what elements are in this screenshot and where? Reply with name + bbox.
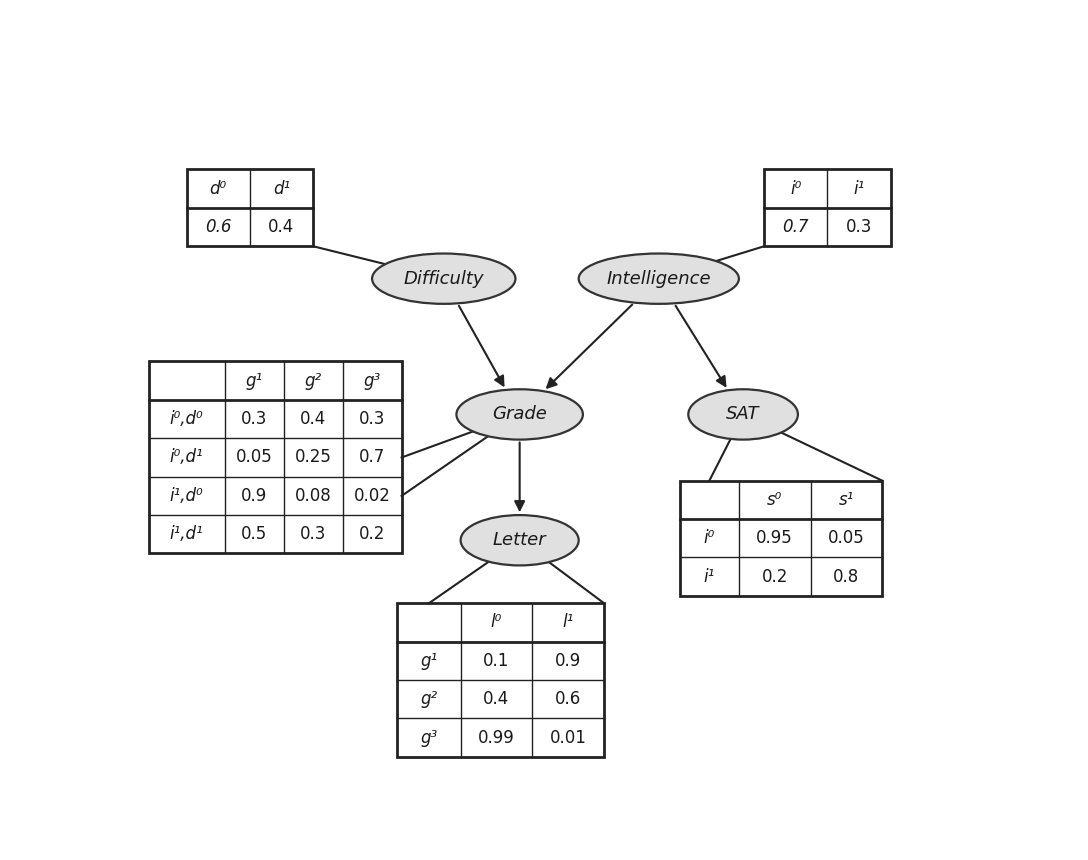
Text: g³: g³	[420, 728, 437, 746]
Text: Letter: Letter	[493, 531, 546, 550]
Text: l⁰: l⁰	[491, 613, 502, 631]
Text: i¹: i¹	[853, 180, 865, 198]
Ellipse shape	[456, 390, 583, 439]
Text: 0.02: 0.02	[354, 487, 391, 505]
Bar	[187, 169, 313, 246]
Text: i⁰,d⁰: i⁰,d⁰	[170, 410, 203, 428]
Text: 0.9: 0.9	[240, 487, 268, 505]
Text: 0.6: 0.6	[205, 218, 232, 236]
Text: Intelligence: Intelligence	[606, 270, 712, 288]
Text: 0.3: 0.3	[240, 410, 268, 428]
Text: s¹: s¹	[839, 491, 854, 509]
Text: 0.3: 0.3	[845, 218, 873, 236]
Text: i⁰: i⁰	[704, 529, 715, 547]
Ellipse shape	[372, 254, 516, 304]
Text: SAT: SAT	[727, 405, 759, 423]
Text: i¹: i¹	[704, 568, 715, 586]
Text: d¹: d¹	[273, 180, 290, 198]
Ellipse shape	[579, 254, 739, 304]
Text: g²: g²	[305, 372, 322, 390]
Text: d⁰: d⁰	[210, 180, 226, 198]
Text: g¹: g¹	[246, 372, 262, 390]
Text: 0.99: 0.99	[478, 728, 515, 746]
Bar	[680, 481, 882, 596]
Text: i⁰,d¹: i⁰,d¹	[170, 448, 203, 466]
Text: 0.7: 0.7	[359, 448, 385, 466]
Text: 0.1: 0.1	[483, 652, 509, 670]
Text: 0.4: 0.4	[300, 410, 326, 428]
Text: 0.95: 0.95	[756, 529, 793, 547]
Text: 0.6: 0.6	[555, 691, 581, 708]
Text: 0.5: 0.5	[240, 525, 268, 544]
Text: 0.01: 0.01	[549, 728, 586, 746]
Text: 0.05: 0.05	[828, 529, 865, 547]
Bar	[149, 361, 401, 554]
Text: 0.2: 0.2	[762, 568, 788, 586]
Text: 0.3: 0.3	[359, 410, 385, 428]
Text: i¹,d¹: i¹,d¹	[170, 525, 203, 544]
Text: 0.08: 0.08	[295, 487, 332, 505]
Text: 0.4: 0.4	[483, 691, 509, 708]
Text: 0.8: 0.8	[833, 568, 860, 586]
Text: g³: g³	[363, 372, 381, 390]
Text: 0.2: 0.2	[359, 525, 385, 544]
Ellipse shape	[460, 515, 579, 565]
Text: Difficulty: Difficulty	[404, 270, 484, 288]
Bar	[764, 169, 891, 246]
Bar	[397, 603, 604, 757]
Text: g²: g²	[420, 691, 437, 708]
Text: 0.7: 0.7	[782, 218, 809, 236]
Text: 0.9: 0.9	[555, 652, 581, 670]
Text: 0.05: 0.05	[236, 448, 272, 466]
Text: s⁰: s⁰	[767, 491, 782, 509]
Text: Grade: Grade	[492, 405, 547, 423]
Text: g¹: g¹	[420, 652, 437, 670]
Text: 0.3: 0.3	[300, 525, 326, 544]
Ellipse shape	[689, 390, 798, 439]
Text: i⁰: i⁰	[790, 180, 802, 198]
Text: i¹,d⁰: i¹,d⁰	[170, 487, 203, 505]
Text: 0.4: 0.4	[269, 218, 295, 236]
Text: l¹: l¹	[562, 613, 573, 631]
Text: 0.25: 0.25	[295, 448, 332, 466]
